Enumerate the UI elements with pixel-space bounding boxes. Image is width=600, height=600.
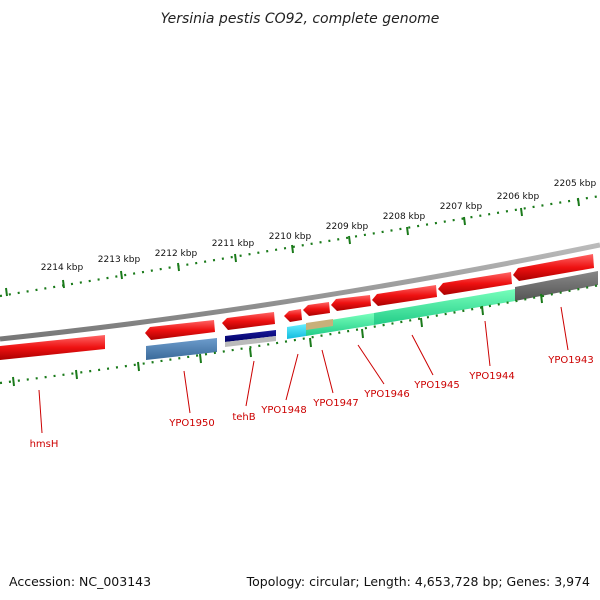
outer-major-ticks	[5, 197, 580, 297]
cds-YPO1943	[515, 271, 598, 301]
gene-red-6	[372, 285, 437, 306]
gene-red-3	[284, 309, 302, 322]
gene-label-YPO1944: YPO1944	[468, 371, 514, 382]
gene-red-7	[438, 272, 512, 295]
topology-summary: Topology: circular; Length: 4,653,728 bp…	[246, 574, 590, 589]
scale-label-2205: 2205 kbp	[554, 179, 597, 189]
gene-label-YPO1950: YPO1950	[168, 418, 214, 429]
gene-red-5	[331, 295, 371, 311]
forward-genes	[0, 254, 594, 360]
scale-label-2209: 2209 kbp	[326, 222, 369, 232]
map-title: Yersinia pestis CO92, complete genome	[161, 11, 440, 27]
inner-major-ticks	[12, 293, 543, 387]
leader-lines	[38, 306, 569, 434]
gene-label-YPO1946: YPO1946	[363, 389, 409, 400]
gene-hmsH	[0, 335, 105, 360]
cds-features	[146, 271, 598, 360]
gene-red-1	[145, 320, 215, 340]
genome-backbone	[0, 242, 600, 342]
gene-label-hmsH: hmsH	[30, 439, 59, 450]
cds-tehB-shadow	[225, 336, 276, 347]
cds-YPO1948	[287, 324, 306, 339]
scale-label-2210: 2210 kbp	[269, 232, 312, 242]
accession-text: Accession: NC_003143	[9, 574, 151, 589]
gene-red-4	[303, 302, 330, 316]
cds-tehB	[225, 330, 276, 342]
inner-scale-ring	[0, 283, 600, 385]
scale-label-2206: 2206 kbp	[497, 192, 540, 202]
cds-YPO1947	[306, 313, 374, 336]
gene-label-YPO1947: YPO1947	[312, 398, 358, 409]
scale-label-2208: 2208 kbp	[383, 212, 426, 222]
cds-YPO1947-tan	[306, 319, 333, 330]
gene-label-tehB: tehB	[232, 412, 255, 423]
gene-label-YPO1945: YPO1945	[413, 380, 459, 391]
cds-YPO1945	[374, 289, 515, 325]
scale-label-2207: 2207 kbp	[440, 202, 483, 212]
scale-label-2214: 2214 kbp	[41, 263, 84, 273]
gene-red-8	[513, 254, 594, 281]
cds-YPO1950	[146, 338, 217, 360]
scale-label-2212: 2212 kbp	[155, 249, 198, 259]
gene-red-2	[222, 312, 275, 330]
gene-label-YPO1948: YPO1948	[260, 405, 306, 416]
scale-label-2211: 2211 kbp	[212, 239, 255, 249]
scale-label-2213: 2213 kbp	[98, 255, 141, 265]
outer-scale-ring	[0, 194, 600, 298]
gene-label-YPO1943: YPO1943	[547, 355, 593, 366]
